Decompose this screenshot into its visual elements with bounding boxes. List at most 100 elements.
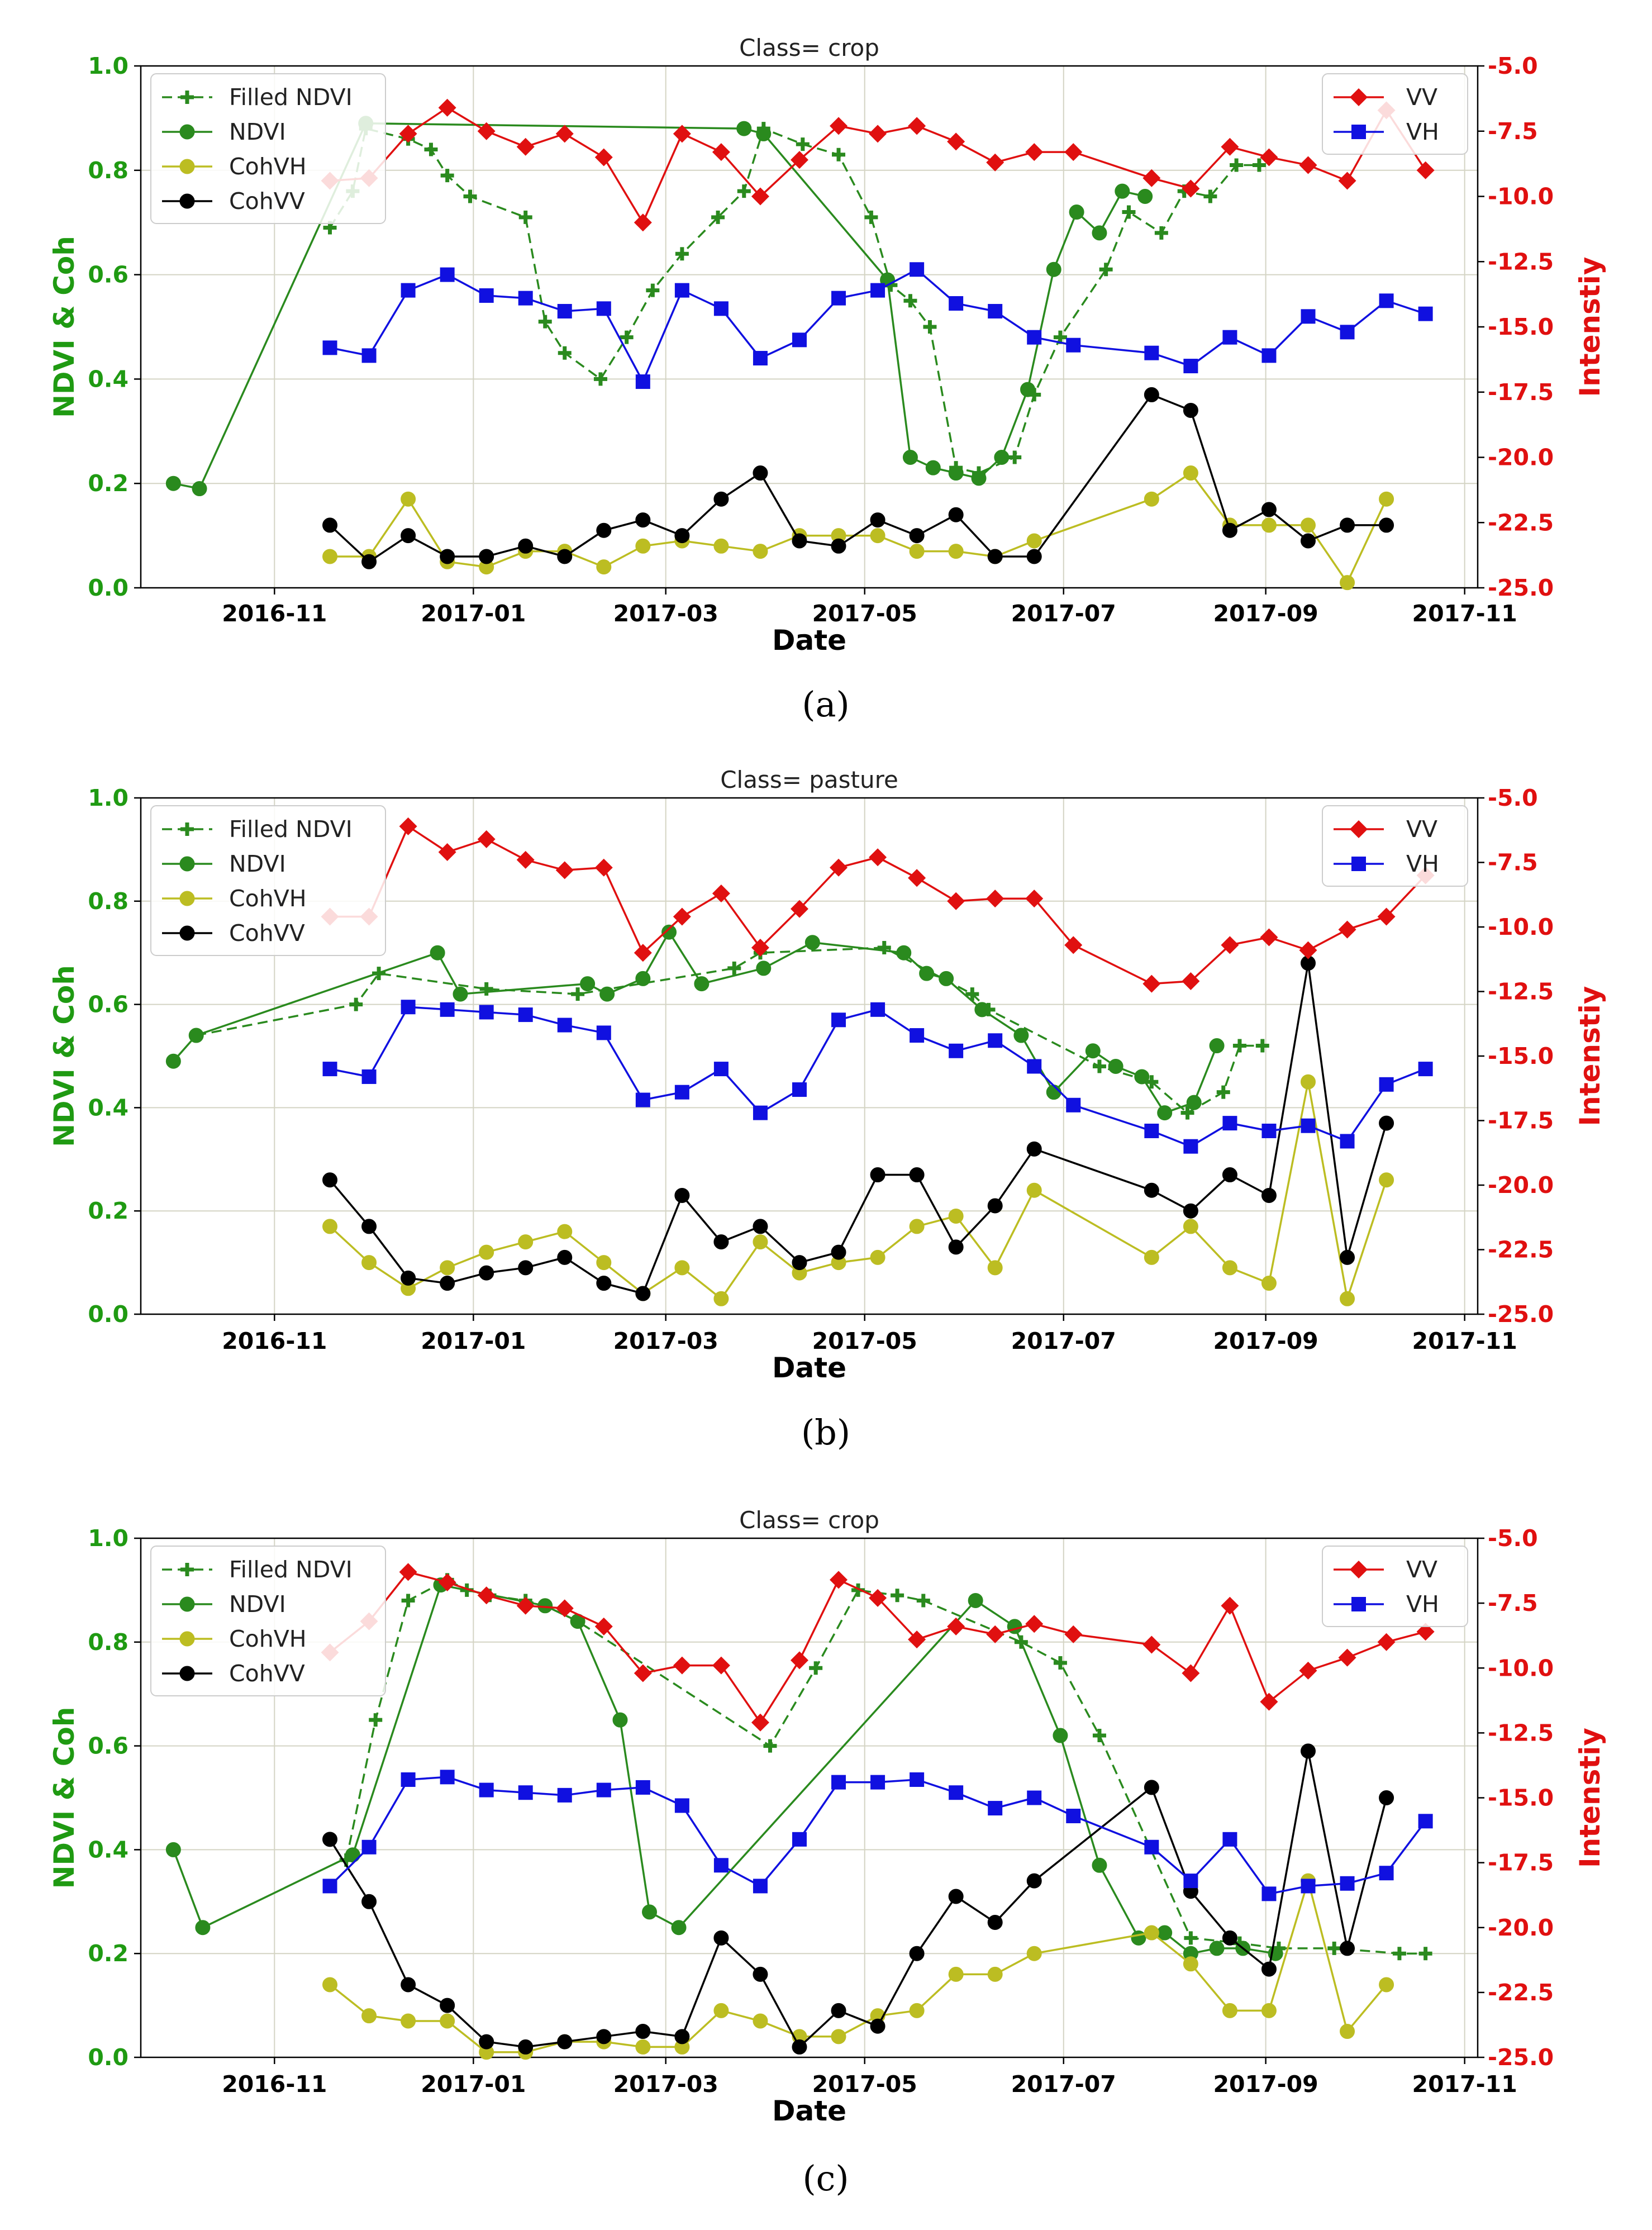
- legend-marker-cohvv: [179, 193, 195, 209]
- data-point-vh: [1418, 1062, 1433, 1077]
- data-point-cohvh: [479, 1244, 494, 1260]
- data-point-vh: [1261, 348, 1277, 363]
- data-point-vh: [596, 1025, 611, 1040]
- legend-right: VV VH: [1322, 1546, 1468, 1627]
- legend-label-filled_ndvi: Filled NDVI: [229, 816, 353, 843]
- data-point-vh: [988, 1033, 1003, 1048]
- legend-label-filled_ndvi: Filled NDVI: [229, 1556, 353, 1583]
- data-point-vh: [988, 1801, 1003, 1816]
- data-point-vv: [673, 125, 691, 143]
- data-point-vv: [1377, 1633, 1396, 1651]
- legend-right-box: [1322, 1546, 1468, 1627]
- data-point-vh: [1183, 359, 1198, 374]
- data-point-cohvv: [831, 1244, 846, 1260]
- data-point-vv: [594, 858, 613, 877]
- data-point-vv: [594, 1617, 613, 1635]
- data-point-cohvh: [361, 1255, 377, 1271]
- data-point-cohvh: [1222, 1260, 1237, 1276]
- data-point-vh: [557, 303, 572, 318]
- data-point-cohvh: [596, 559, 612, 575]
- data-point-cohvv: [674, 2029, 690, 2044]
- data-point-cohvh: [1379, 1977, 1394, 1993]
- data-point-ndvi: [195, 1920, 211, 1936]
- y-left-tick-label: 0.4: [88, 1836, 128, 1863]
- data-point-vv: [947, 132, 965, 151]
- data-point-vv: [1221, 1596, 1239, 1615]
- data-point-vh: [1379, 1866, 1394, 1881]
- data-point-vh: [1261, 1886, 1277, 1901]
- data-point-ndvi: [1020, 382, 1036, 397]
- x-tick-label: 2017-05: [812, 1328, 917, 1354]
- y-right-tick-label: -15.0: [1488, 1785, 1554, 1811]
- data-point-filled_ndvi: [1092, 1729, 1106, 1743]
- data-point-cohvh: [1261, 1276, 1277, 1291]
- legend-marker-vv: [1350, 1561, 1368, 1578]
- data-point-filled_ndvi: [401, 1594, 415, 1608]
- legend-marker-filled_ndvi: [180, 1563, 194, 1576]
- data-point-cohvv: [674, 528, 690, 544]
- data-point-vh: [1222, 1116, 1237, 1131]
- data-point-ndvi: [968, 1592, 983, 1608]
- y-left-tick-label: 0.0: [88, 574, 128, 601]
- legend-label-cohvh: CohVH: [229, 885, 307, 912]
- y-right-tick-label: -10.0: [1488, 1654, 1554, 1681]
- data-point-ndvi: [1186, 1095, 1202, 1110]
- data-point-cohvv: [792, 533, 807, 549]
- y-left-tick-label: 0.6: [88, 991, 128, 1018]
- series-filled_ndvi: [189, 940, 1269, 1120]
- data-point-vh: [1379, 1077, 1394, 1092]
- data-point-cohvv: [987, 1198, 1003, 1214]
- legend-label-vv: VV: [1406, 84, 1437, 111]
- data-point-filled_ndvi: [440, 169, 454, 183]
- data-point-vh: [635, 1780, 650, 1795]
- series-line-vv: [329, 1571, 1426, 1724]
- data-point-filled_ndvi: [620, 330, 634, 344]
- legend-label-cohvh: CohVH: [229, 1625, 307, 1652]
- data-point-vv: [516, 137, 535, 156]
- data-point-vv: [1221, 936, 1239, 954]
- y-left-axis-label: NDVI & Coh: [48, 1707, 80, 1889]
- data-point-cohvv: [479, 2034, 494, 2050]
- data-point-vh: [1066, 1097, 1081, 1112]
- data-point-vv: [1182, 1664, 1200, 1682]
- data-point-vv: [908, 117, 926, 135]
- legend-left-box: [150, 73, 386, 224]
- data-point-vv: [1064, 936, 1083, 954]
- data-point-ndvi: [642, 1904, 658, 1920]
- data-point-cohvh: [1026, 533, 1042, 549]
- data-point-filled_ndvi: [1392, 1947, 1406, 1961]
- data-point-cohvh: [1183, 1956, 1198, 1972]
- legend-right-box: [1322, 73, 1468, 155]
- data-point-ndvi: [165, 1842, 181, 1857]
- y-right-tick-label: -15.0: [1488, 313, 1554, 340]
- legend-label-ndvi: NDVI: [229, 850, 286, 877]
- series-line-vv: [330, 106, 1427, 225]
- data-point-vh: [753, 351, 768, 366]
- y-right-tick-label: -7.5: [1488, 1590, 1538, 1616]
- data-point-vv: [869, 848, 887, 867]
- data-point-vv: [830, 1571, 848, 1589]
- y-right-tick-label: -25.0: [1488, 574, 1554, 601]
- y-right-tick-label: -17.5: [1488, 1849, 1554, 1876]
- data-point-cohvv: [1144, 387, 1159, 402]
- data-point-filled_ndvi: [864, 210, 878, 224]
- data-point-ndvi: [580, 976, 596, 992]
- data-point-vh: [831, 1775, 846, 1790]
- data-point-cohvv: [1340, 1941, 1355, 1956]
- data-point-vh: [1301, 1118, 1316, 1133]
- data-point-cohvh: [1183, 1219, 1198, 1234]
- data-point-ndvi: [1108, 1058, 1123, 1074]
- data-point-cohvv: [596, 1276, 612, 1291]
- data-point-vh: [1183, 1139, 1198, 1154]
- data-point-vv: [1142, 1635, 1161, 1654]
- data-point-vh: [753, 1105, 768, 1120]
- data-point-vv: [1260, 928, 1278, 947]
- data-point-cohvv: [440, 549, 455, 564]
- data-point-filled_ndvi: [1154, 226, 1168, 240]
- x-tick-label: 2016-11: [222, 1328, 327, 1354]
- data-point-cohvh: [596, 1255, 612, 1271]
- data-point-vv: [790, 900, 808, 918]
- data-point-vh: [1066, 1809, 1081, 1824]
- series-cohvh: [322, 1873, 1394, 2060]
- data-point-cohvv: [1300, 533, 1316, 549]
